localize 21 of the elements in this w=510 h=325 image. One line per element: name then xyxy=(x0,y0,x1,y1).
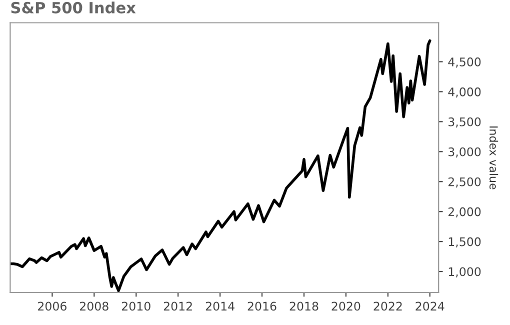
x-tick-label: 2018 xyxy=(290,302,318,311)
x-tick-label: 2006 xyxy=(38,302,66,311)
y-tick-label: 4,000 xyxy=(448,87,481,98)
x-tick-label: 2024 xyxy=(416,302,444,311)
x-tick-label: 2022 xyxy=(374,302,402,311)
y-tick-label: 4,500 xyxy=(448,57,481,68)
x-tick-label: 2010 xyxy=(122,302,150,311)
x-tick-label: 2012 xyxy=(164,302,192,311)
y-tick-label: 2,500 xyxy=(448,177,481,188)
y-tick-label: 1,000 xyxy=(448,267,481,278)
x-tick-label: 2016 xyxy=(248,302,276,311)
y-axis-title: Index value xyxy=(489,126,498,190)
x-tick-label: 2020 xyxy=(332,302,360,311)
line-series xyxy=(10,39,432,292)
y-tick-label: 1,500 xyxy=(448,237,481,248)
y-tick-label: 2,000 xyxy=(448,207,481,218)
x-tick-label: 2008 xyxy=(80,302,108,311)
y-tick-label: 3,500 xyxy=(448,117,481,128)
x-tick-label: 2014 xyxy=(206,302,234,311)
y-tick-label: 3,000 xyxy=(448,147,481,158)
chart-title: S&P 500 Index xyxy=(11,2,136,14)
